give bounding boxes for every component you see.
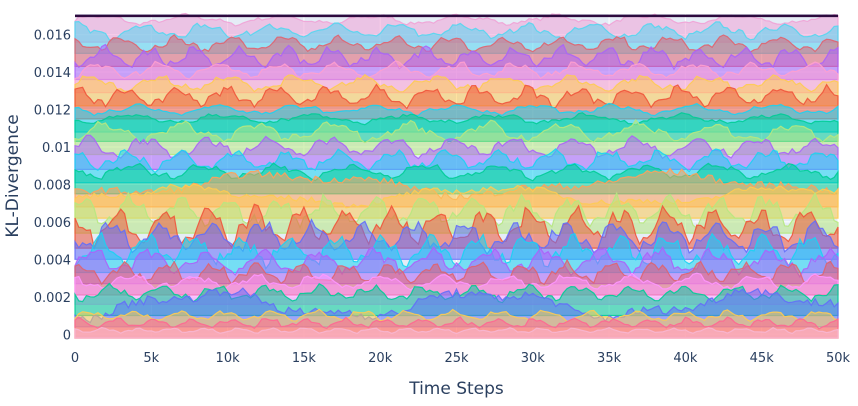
y-tick-label: 0.012	[34, 104, 71, 119]
series-2-area	[74, 20, 839, 54]
y-tick-label: 0	[63, 328, 71, 343]
series-group	[74, 12, 839, 339]
x-tick-label: 30k	[521, 351, 546, 366]
x-tick-label: 15k	[292, 351, 317, 366]
x-axis-title: Time Steps	[408, 379, 504, 399]
y-tick-label: 0.016	[34, 29, 71, 44]
x-tick-label: 20k	[368, 351, 393, 366]
x-tick-label: 0	[71, 351, 79, 366]
y-axis-title: KL-Divergence	[3, 114, 23, 237]
x-tick-label: 50k	[826, 351, 851, 366]
series-27-area	[74, 326, 839, 339]
y-tick-label: 0.006	[34, 216, 71, 231]
x-tick-label: 10k	[216, 351, 241, 366]
y-tick-label: 0.004	[34, 253, 71, 268]
y-tick-label: 0.008	[34, 178, 71, 193]
y-tick-labels: 0 0.002 0.004 0.006 0.008 0.01 0.012 0.014 0.016	[34, 29, 71, 344]
y-tick-label: 0.014	[34, 66, 71, 81]
x-tick-label: 35k	[597, 351, 622, 366]
x-tick-label: 25k	[444, 351, 469, 366]
y-tick-label: 0.002	[34, 291, 71, 306]
y-tick-label: 0.01	[42, 141, 71, 156]
series-7-area	[74, 83, 839, 120]
x-tick-labels: 0 5k 10k 15k 20k 25k 30k 35k 40k 45k 50k	[71, 351, 851, 366]
x-tick-label: 40k	[673, 351, 698, 366]
x-tick-label: 45k	[750, 351, 775, 366]
series-15-area	[74, 183, 839, 219]
x-tick-label: 5k	[143, 351, 159, 366]
